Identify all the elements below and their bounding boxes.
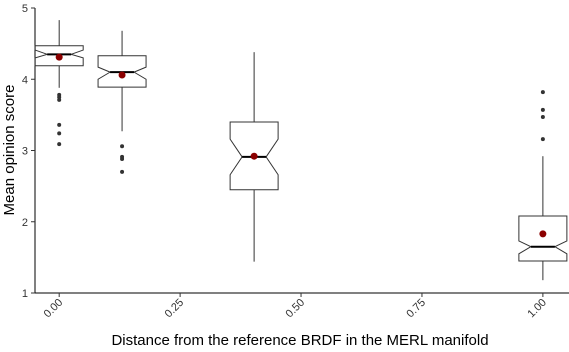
y-tick-label: 3 bbox=[22, 146, 28, 158]
outlier bbox=[57, 95, 62, 100]
x-tick-label: 0.50 bbox=[284, 297, 308, 321]
outlier bbox=[540, 90, 545, 95]
x-tick-label: 0.25 bbox=[163, 297, 187, 321]
mean-point bbox=[118, 71, 126, 79]
mean-point bbox=[250, 152, 258, 160]
outlier bbox=[120, 157, 125, 162]
y-tick-label: 1 bbox=[22, 288, 28, 300]
box bbox=[518, 215, 568, 262]
y-tick-label: 2 bbox=[22, 217, 28, 229]
mean-point bbox=[539, 230, 547, 238]
y-tick-label: 4 bbox=[22, 74, 28, 86]
outlier bbox=[57, 142, 62, 147]
mean-point bbox=[55, 53, 63, 61]
y-axis-title: Mean opinion score bbox=[1, 85, 18, 216]
x-axis-title: Distance from the reference BRDF in the … bbox=[111, 332, 488, 349]
y-tick-label: 5 bbox=[22, 3, 28, 15]
x-tick-label: 0.75 bbox=[404, 297, 428, 321]
outlier bbox=[57, 131, 62, 136]
outlier bbox=[57, 122, 62, 127]
outlier bbox=[540, 115, 545, 120]
x-tick-label: 1.00 bbox=[525, 297, 549, 321]
outlier bbox=[57, 97, 62, 102]
outlier bbox=[120, 169, 125, 174]
x-tick-label: 0.00 bbox=[42, 297, 66, 321]
outlier bbox=[120, 144, 125, 149]
outlier bbox=[540, 137, 545, 142]
outlier bbox=[540, 107, 545, 112]
